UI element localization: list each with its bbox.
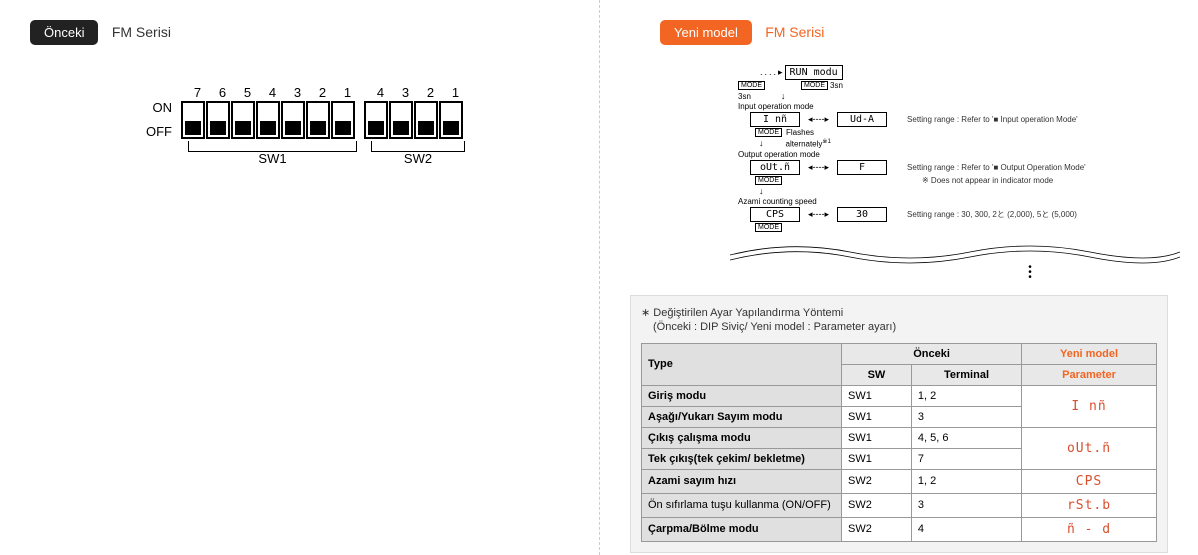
cell-type: Aşağı/Yukarı Sayım modu bbox=[642, 406, 842, 427]
th-sw: SW bbox=[842, 364, 912, 385]
output-note1: Setting range : Refer to '■ Output Opera… bbox=[907, 163, 1086, 172]
table-row: Giriş moduSW11, 2I nñ bbox=[642, 385, 1157, 406]
cell-terminal: 3 bbox=[911, 406, 1021, 427]
dip-number: 1 bbox=[335, 85, 360, 100]
cell-param: I nñ bbox=[1022, 385, 1157, 427]
mode-btn: MODE bbox=[738, 81, 765, 90]
dip-switch bbox=[231, 101, 255, 139]
prev-badge: Önceki bbox=[30, 20, 98, 45]
cell-param: ñ - d bbox=[1022, 517, 1157, 541]
table-row: Çıkış çalışma moduSW14, 5, 6oUt.ñ bbox=[642, 427, 1157, 448]
cell-sw: SW1 bbox=[842, 448, 912, 469]
th-terminal: Terminal bbox=[911, 364, 1021, 385]
off-label: OFF bbox=[130, 102, 180, 139]
dip-number: 5 bbox=[235, 85, 260, 100]
output-box2: F bbox=[837, 160, 887, 175]
dip-switch bbox=[281, 101, 305, 139]
table-title: ∗ Değiştirilen Ayar Yapılandırma Yöntemi bbox=[641, 306, 1157, 319]
alternately-label: alternately※1 bbox=[786, 138, 831, 149]
cell-sw: SW1 bbox=[842, 406, 912, 427]
cell-type: Azami sayım hızı bbox=[642, 469, 842, 493]
th-type: Type bbox=[642, 343, 842, 385]
table-row: Ön sıfırlama tuşu kullanma (ON/OFF)SW23r… bbox=[642, 493, 1157, 517]
flashes-label: Flashes bbox=[786, 128, 814, 137]
dip-number: 3 bbox=[393, 85, 418, 100]
time-3s: 3sn bbox=[830, 81, 843, 90]
dip-number: 4 bbox=[368, 85, 393, 100]
th-prev: Önceki bbox=[842, 343, 1022, 364]
dip-switch bbox=[181, 101, 205, 139]
cell-param: rSt.b bbox=[1022, 493, 1157, 517]
dip-number: 7 bbox=[185, 85, 210, 100]
th-param: Parameter bbox=[1022, 364, 1157, 385]
comparison-table-section: ∗ Değiştirilen Ayar Yapılandırma Yöntemi… bbox=[630, 295, 1168, 553]
table-subtitle: (Önceki : DIP Siviç/ Yeni model : Parame… bbox=[653, 321, 1157, 333]
cell-terminal: 4 bbox=[911, 517, 1021, 541]
cell-sw: SW1 bbox=[842, 427, 912, 448]
cell-sw: SW2 bbox=[842, 469, 912, 493]
sw2-label: SW2 bbox=[404, 151, 432, 166]
cell-type: Çıkış çalışma modu bbox=[642, 427, 842, 448]
wave-divider bbox=[730, 240, 1180, 265]
table-row: Azami sayım hızıSW21, 2CPS bbox=[642, 469, 1157, 493]
dip-switch bbox=[256, 101, 280, 139]
th-new: Yeni model bbox=[1022, 343, 1157, 364]
mode-btn: MODE bbox=[755, 176, 782, 185]
cps-note: Setting range : 30, 300, 2と (2,000), 5と … bbox=[907, 209, 1077, 220]
dip-number: 2 bbox=[418, 85, 443, 100]
dip-number: 1 bbox=[443, 85, 468, 100]
cell-sw: SW2 bbox=[842, 493, 912, 517]
cell-type: Çarpma/Bölme modu bbox=[642, 517, 842, 541]
dip-switch bbox=[414, 101, 438, 139]
cell-param: CPS bbox=[1022, 469, 1157, 493]
cell-type: Giriş modu bbox=[642, 385, 842, 406]
cell-terminal: 3 bbox=[911, 493, 1021, 517]
output-note2: ※ Does not appear in indicator mode bbox=[922, 176, 1053, 185]
dip-switch bbox=[306, 101, 330, 139]
output-box1: oUt.ñ bbox=[750, 160, 800, 175]
dip-switch bbox=[389, 101, 413, 139]
cps-box: CPS bbox=[750, 207, 800, 222]
mode-btn: MODE bbox=[801, 81, 828, 90]
new-series: FM Serisi bbox=[765, 24, 824, 40]
mode-btn: MODE bbox=[755, 223, 782, 232]
max-count-label: Azami counting speed bbox=[738, 197, 817, 206]
dip-number: 6 bbox=[210, 85, 235, 100]
dip-switch-diagram: 76543214321 ON OFF SW1 SW2 bbox=[130, 85, 599, 166]
input-box1: I nñ bbox=[750, 112, 800, 127]
cps-val: 30 bbox=[837, 207, 887, 222]
cell-type: Ön sıfırlama tuşu kullanma (ON/OFF) bbox=[642, 493, 842, 517]
dip-number: 3 bbox=[285, 85, 310, 100]
cell-terminal: 1, 2 bbox=[911, 469, 1021, 493]
cell-sw: SW2 bbox=[842, 517, 912, 541]
time-3s-b: 3sn bbox=[738, 92, 751, 101]
comparison-table: Type Önceki Yeni model SW Terminal Param… bbox=[641, 343, 1157, 542]
run-mode-box: RUN modu bbox=[785, 65, 843, 80]
table-row: Çarpma/Bölme moduSW24ñ - d bbox=[642, 517, 1157, 541]
cell-param: oUt.ñ bbox=[1022, 427, 1157, 469]
prev-series: FM Serisi bbox=[112, 24, 171, 40]
mode-btn: MODE bbox=[755, 128, 782, 137]
input-note: Setting range : Refer to '■ Input operat… bbox=[907, 115, 1078, 124]
cell-terminal: 4, 5, 6 bbox=[911, 427, 1021, 448]
vertical-dots: ••• bbox=[880, 265, 1180, 280]
cell-terminal: 7 bbox=[911, 448, 1021, 469]
input-box2: Ud-A bbox=[837, 112, 887, 127]
input-op-label: Input operation mode bbox=[738, 102, 814, 111]
cell-type: Tek çıkış(tek çekim/ bekletme) bbox=[642, 448, 842, 469]
output-op-label: Output operation mode bbox=[738, 150, 820, 159]
sw1-label: SW1 bbox=[258, 151, 286, 166]
dip-number: 2 bbox=[310, 85, 335, 100]
dip-switch bbox=[439, 101, 463, 139]
flow-diagram: ....▸ RUN modu MODE MODE 3sn 3sn ↓ Input… bbox=[730, 65, 1180, 280]
cell-sw: SW1 bbox=[842, 385, 912, 406]
dip-switch bbox=[364, 101, 388, 139]
new-badge: Yeni model bbox=[660, 20, 752, 45]
dip-switch bbox=[206, 101, 230, 139]
dip-number: 4 bbox=[260, 85, 285, 100]
cell-terminal: 1, 2 bbox=[911, 385, 1021, 406]
dip-switch bbox=[331, 101, 355, 139]
